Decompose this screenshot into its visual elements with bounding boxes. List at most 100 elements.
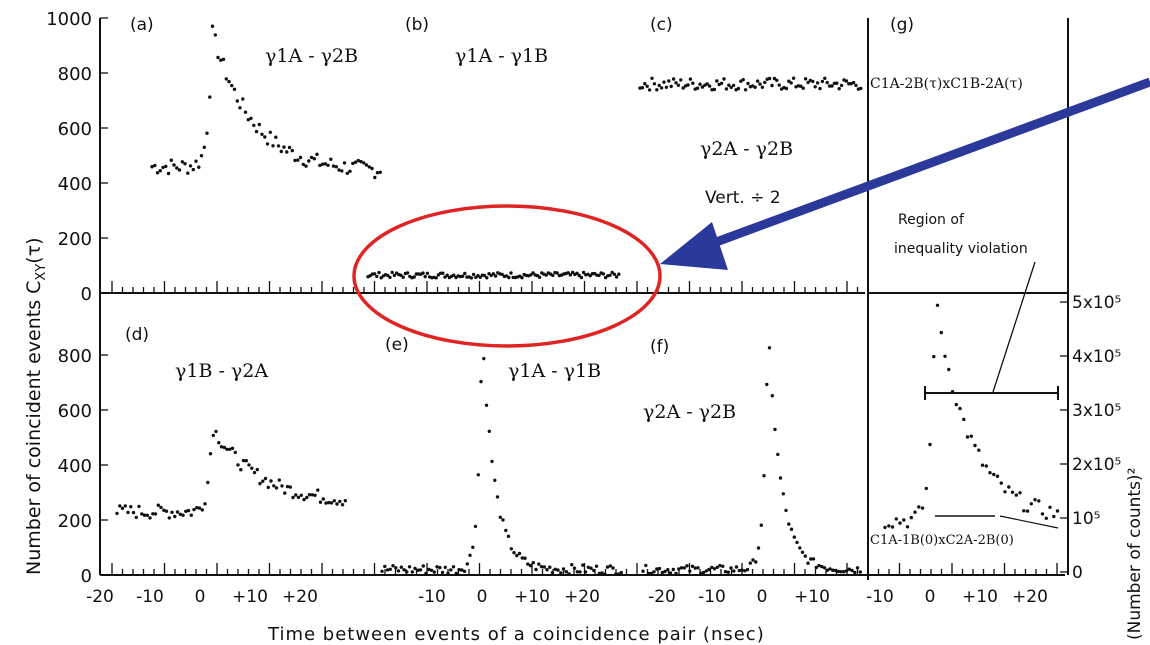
point-panel-c	[686, 83, 690, 87]
point-panel-d	[184, 509, 188, 513]
point-panel-b	[551, 273, 555, 278]
x-tick-label: 0	[757, 587, 768, 607]
point-panel-a	[186, 171, 190, 175]
point-panel-a	[219, 58, 223, 62]
y-tick-label: 600	[58, 401, 92, 422]
point-panel-d	[263, 476, 268, 481]
point-panel-e	[399, 565, 403, 569]
point-panel-a	[348, 169, 352, 173]
point-panel-e	[603, 572, 607, 576]
point-panel-e	[509, 547, 513, 551]
point-panel-e	[517, 551, 522, 556]
point-panel-e	[396, 569, 401, 573]
point-panel-a	[293, 158, 297, 163]
point-panel-a	[243, 110, 248, 114]
point-panel-d	[118, 504, 122, 508]
point-panel-e	[619, 570, 623, 575]
point-panel-d	[261, 479, 265, 483]
point-panel-b	[555, 271, 559, 275]
point-panel-d	[244, 459, 248, 463]
point-panel-f	[820, 564, 824, 569]
point-panel-e	[476, 473, 480, 477]
point-panel-a	[164, 164, 168, 169]
point-panel-c	[758, 82, 762, 86]
point-panel-e	[457, 568, 461, 572]
point-panel-d	[236, 463, 240, 467]
panel-label-e: (e)	[385, 335, 409, 355]
point-panel-f	[679, 566, 684, 570]
series-name-f: γ2A - γ2B	[643, 401, 736, 423]
point-panel-c	[681, 86, 685, 90]
panel-label-b: (b)	[405, 15, 429, 35]
point-panel-c	[722, 77, 726, 81]
point-panel-e	[388, 567, 392, 571]
point-panel-d	[247, 463, 251, 467]
point-panel-f	[756, 546, 761, 550]
point-panel-d	[316, 488, 320, 492]
point-panel-c	[707, 84, 712, 88]
point-panel-c	[671, 77, 676, 81]
point-panel-c	[784, 86, 789, 91]
point-panel-b	[379, 276, 383, 280]
point-panel-d	[153, 512, 158, 516]
point-panel-a	[161, 165, 165, 170]
point-panel-b	[463, 271, 467, 276]
point-panel-e	[490, 459, 494, 464]
y-tick-label: 400	[58, 174, 92, 195]
point-panel-d	[230, 446, 235, 450]
point-panel-b	[421, 271, 425, 275]
point-panel-c	[818, 86, 822, 91]
point-panel-a	[235, 99, 239, 103]
point-panel-f	[674, 571, 678, 576]
x-tick-label: -20	[86, 587, 114, 607]
point-panel-f	[853, 570, 857, 575]
point-panel-a	[183, 162, 187, 166]
point-panel-f	[776, 452, 780, 457]
point-panel-e	[473, 524, 478, 529]
point-panel-d	[156, 503, 160, 507]
x-tick-label: -10	[418, 587, 446, 607]
point-panel-a	[296, 158, 300, 162]
point-panel-e	[413, 566, 417, 571]
point-panel-a	[150, 165, 154, 169]
point-panel-f	[707, 567, 711, 572]
series-name-e: γ1A - γ1B	[508, 360, 601, 382]
x-tick-label: +10	[514, 587, 550, 607]
point-panel-a	[362, 161, 366, 165]
point-panel-f	[817, 563, 821, 568]
point-panel-f	[660, 570, 664, 575]
point-panel-e	[594, 564, 599, 568]
point-panel-f	[767, 346, 772, 350]
point-panel-a	[279, 149, 283, 154]
point-panel-a	[287, 145, 292, 150]
point-panel-a	[232, 87, 237, 92]
point-panel-b	[575, 271, 579, 275]
point-panel-g	[1055, 509, 1060, 513]
point-panel-e	[427, 567, 431, 572]
point-panel-f	[822, 566, 827, 570]
point-panel-g	[1052, 514, 1056, 519]
point-panel-e	[460, 568, 464, 572]
point-panel-a	[221, 57, 226, 61]
point-panel-a	[180, 160, 184, 164]
point-panel-e	[528, 563, 533, 568]
point-panel-c	[760, 85, 765, 90]
point-panel-d	[269, 479, 273, 483]
point-panel-c	[820, 79, 825, 84]
point-panel-a	[224, 77, 228, 81]
point-panel-f	[809, 557, 813, 561]
point-panel-f	[685, 564, 689, 568]
point-panel-c	[647, 88, 652, 92]
point-panel-b	[509, 271, 513, 275]
point-panel-a	[298, 155, 303, 160]
point-panel-f	[666, 568, 670, 572]
point-panel-g	[984, 464, 988, 468]
point-panel-g	[928, 442, 932, 447]
point-panel-a	[208, 95, 212, 99]
point-panel-c	[772, 76, 777, 81]
y-tick-label: 600	[58, 119, 92, 140]
point-panel-c	[662, 80, 666, 84]
point-panel-c	[789, 81, 793, 85]
point-panel-b	[390, 270, 394, 275]
